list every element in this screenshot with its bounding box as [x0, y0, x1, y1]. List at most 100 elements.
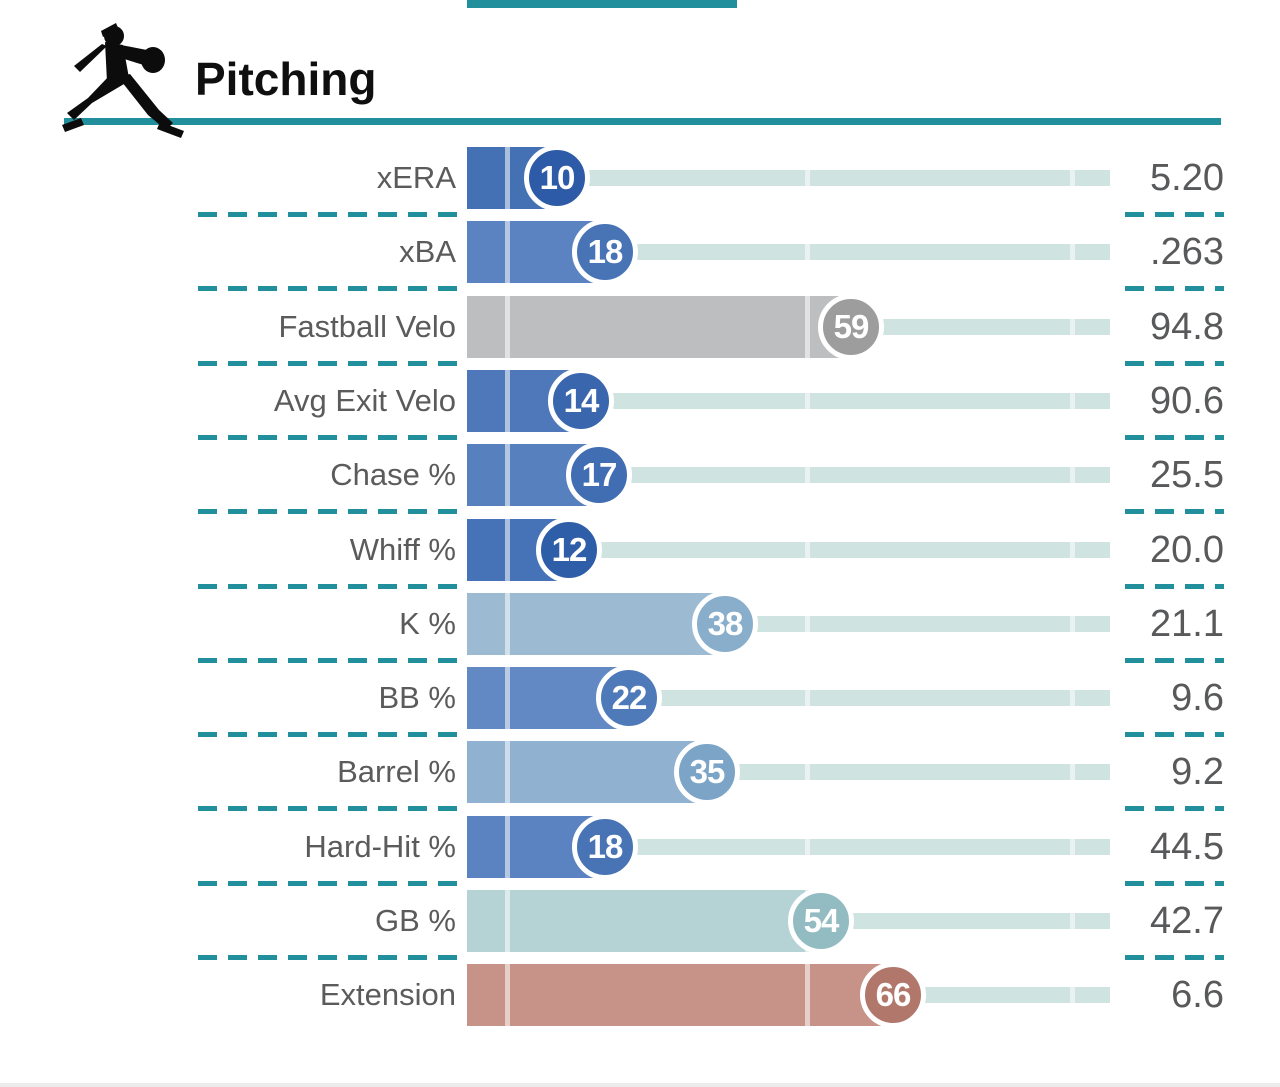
percentile-number: 66	[875, 976, 912, 1014]
percentile-bar-area: 35	[467, 739, 1110, 806]
percentile-bar-area: 10	[467, 145, 1110, 211]
row-separator-right	[1125, 434, 1224, 440]
row-separator-right	[1125, 732, 1224, 738]
stat-row: Avg Exit Velo 14 90.6	[0, 367, 1280, 445]
percentile-chart: xERA 10 5.20 xBA 18 .263 Fastball Velo	[0, 145, 1280, 1047]
percentile-number: 17	[581, 456, 618, 494]
stat-label: K %	[399, 605, 456, 641]
stat-row: xERA 10 5.20	[0, 145, 1280, 222]
stat-value: 94.8	[1150, 305, 1224, 348]
percentile-number: 10	[539, 159, 576, 196]
stat-label: xBA	[399, 234, 456, 270]
percentile-number: 22	[611, 679, 648, 717]
scale-tick-icon	[805, 369, 810, 432]
stat-row: GB % 54 42.7	[0, 888, 1280, 965]
stat-value: 9.2	[1171, 751, 1224, 794]
scale-tick-icon	[505, 369, 510, 432]
scale-tick-icon	[505, 815, 510, 878]
row-separator-right	[1125, 286, 1224, 292]
row-separator-left	[198, 955, 457, 960]
percentile-bar-area: 54	[467, 888, 1110, 954]
stat-row: Whiff % 12 20.0	[0, 516, 1280, 594]
row-separator-right	[1125, 955, 1224, 960]
percentile-circle: 59	[818, 293, 884, 360]
percentile-fill	[467, 295, 851, 358]
stat-value: 5.20	[1150, 157, 1224, 199]
stat-label: Avg Exit Velo	[273, 382, 456, 418]
scale-tick-icon	[1070, 518, 1075, 581]
row-separator-left	[198, 880, 457, 886]
stat-label: Fastball Velo	[278, 308, 457, 344]
stat-label: Hard-Hit %	[304, 828, 456, 864]
row-separator-right	[1125, 583, 1224, 589]
percentile-bar-area: 59	[467, 293, 1110, 360]
stat-row: Extension 66 6.6	[0, 962, 1280, 1039]
scale-tick-icon	[1070, 815, 1075, 878]
stat-row: Chase % 17 25.5	[0, 442, 1280, 519]
scale-tick-icon	[1070, 444, 1075, 507]
stat-label: Extension	[319, 977, 456, 1013]
top-accent-strip	[467, 0, 737, 8]
stat-label: xERA	[376, 160, 456, 195]
scale-tick-icon	[505, 741, 510, 804]
row-separator-right	[1125, 806, 1224, 812]
row-separator-left	[198, 509, 457, 515]
scale-tick-icon	[1070, 592, 1075, 655]
scale-tick-icon	[805, 741, 810, 804]
percentile-bar-area: 38	[467, 590, 1110, 657]
stat-label: Barrel %	[337, 754, 456, 790]
scale-tick-icon	[805, 518, 810, 581]
stat-value: 21.1	[1150, 602, 1224, 645]
percentile-fill	[467, 964, 893, 1027]
row-separator-left	[198, 212, 457, 217]
percentile-bar-area: 22	[467, 665, 1110, 732]
percentile-fill	[467, 890, 821, 952]
percentile-number: 18	[587, 233, 624, 271]
scale-tick-icon	[505, 890, 510, 952]
row-separator-right	[1125, 880, 1224, 886]
percentile-bar-area: 18	[467, 219, 1110, 286]
row-separator-left	[198, 657, 457, 663]
percentile-circle: 12	[536, 516, 602, 583]
row-separator-left	[198, 732, 457, 738]
scale-tick-icon	[505, 667, 510, 730]
percentile-bar-area: 14	[467, 367, 1110, 434]
percentile-circle: 18	[572, 813, 638, 880]
scale-tick-icon	[505, 964, 510, 1027]
percentile-number: 38	[707, 604, 744, 642]
section-header: Pitching	[0, 0, 1280, 147]
scale-tick-icon	[805, 667, 810, 730]
percentile-bar-area: 12	[467, 516, 1110, 583]
percentile-circle: 38	[692, 590, 758, 657]
stat-row: Fastball Velo 59 94.8	[0, 293, 1280, 371]
scale-tick-icon	[505, 147, 510, 209]
percentile-bar-area: 66	[467, 962, 1110, 1029]
row-separator-left	[198, 286, 457, 292]
stat-value: .263	[1150, 231, 1224, 274]
percentile-circle: 17	[566, 442, 632, 509]
pitcher-icon	[62, 23, 184, 138]
scale-tick-icon	[1070, 667, 1075, 730]
row-separator-right	[1125, 509, 1224, 515]
row-separator-right	[1125, 657, 1224, 663]
scale-tick-icon	[1070, 741, 1075, 804]
percentile-track	[467, 541, 1110, 558]
row-separator-left	[198, 360, 457, 366]
percentile-circle: 35	[674, 739, 740, 806]
stat-label: Chase %	[330, 457, 456, 493]
percentile-fill	[467, 592, 725, 655]
percentile-number: 54	[803, 902, 840, 939]
row-separator-left	[198, 583, 457, 589]
percentile-number: 14	[563, 381, 600, 419]
percentile-circle: 10	[524, 145, 590, 211]
percentile-circle: 54	[788, 888, 854, 954]
stat-value: 20.0	[1150, 528, 1224, 571]
header-rule	[64, 118, 1221, 125]
stat-row: xBA 18 .263	[0, 219, 1280, 296]
scale-tick-icon	[1070, 964, 1075, 1027]
scale-tick-icon	[505, 592, 510, 655]
percentile-number: 35	[689, 753, 726, 791]
scale-tick-icon	[805, 295, 810, 358]
stat-value: 6.6	[1171, 974, 1224, 1017]
page-title: Pitching	[195, 53, 377, 105]
